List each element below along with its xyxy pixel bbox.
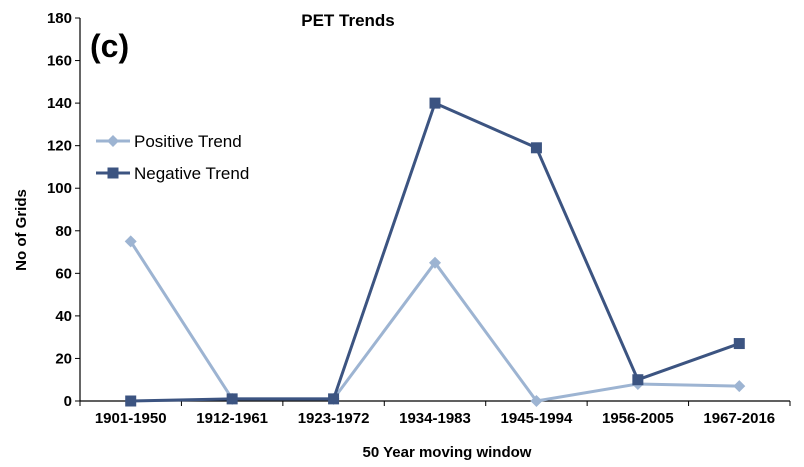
- negative-trend-point: [226, 393, 238, 405]
- x-tick-label: 1945-1994: [501, 410, 573, 427]
- legend-item-negative-trend: Negative Trend: [96, 164, 249, 183]
- positive-trend-point: [124, 235, 137, 248]
- y-axis-ticks: 0 20 40 60 80 100 120 140 160 180: [47, 10, 80, 410]
- negative-trend-point: [429, 97, 441, 109]
- negative-trend-point: [733, 338, 745, 350]
- y-axis-title: No of Grids: [13, 189, 30, 271]
- x-axis-ticks: 1901-1950 1912-1961 1923-1972 1934-1983 1945…: [79, 401, 791, 427]
- x-tick-label: 1956-2005: [602, 410, 674, 427]
- y-tick-label: 160: [47, 53, 72, 70]
- negative-trend-point: [328, 393, 340, 405]
- y-tick-label: 0: [64, 393, 72, 410]
- y-tick-label: 120: [47, 138, 72, 155]
- y-tick-label: 180: [47, 10, 72, 27]
- legend-label: Negative Trend: [134, 164, 249, 183]
- y-tick-label: 100: [47, 180, 72, 197]
- negative-trend-point: [632, 374, 644, 386]
- y-tick-label: 80: [55, 223, 72, 240]
- legend: Positive Trend Negative Trend: [96, 132, 249, 183]
- positive-trend-point: [530, 395, 543, 407]
- y-tick-label: 60: [55, 265, 72, 282]
- series-positive-trend: [124, 235, 746, 407]
- axes: [79, 18, 790, 402]
- y-tick-label: 40: [55, 308, 72, 325]
- x-tick-label: 1934-1983: [399, 410, 471, 427]
- legend-item-positive-trend: Positive Trend: [96, 132, 242, 151]
- series-negative-trend: [125, 97, 745, 407]
- y-tick-label: 140: [47, 95, 72, 112]
- x-tick-label: 1912-1961: [196, 410, 268, 427]
- chart-title: PET Trends: [301, 11, 395, 30]
- x-tick-label: 1967-2016: [703, 410, 775, 427]
- negative-trend-point: [125, 395, 137, 407]
- legend-swatch-marker: [107, 135, 119, 147]
- panel-label: (c): [90, 28, 129, 64]
- positive-trend-point: [429, 256, 441, 269]
- positive-trend-point: [733, 380, 746, 393]
- legend-label: Positive Trend: [134, 132, 242, 151]
- x-tick-label: 1923-1972: [298, 410, 370, 427]
- y-tick-label: 20: [55, 350, 72, 367]
- x-axis-title: 50 Year moving window: [363, 444, 532, 461]
- series-layer: [124, 97, 746, 407]
- x-tick-label: 1901-1950: [95, 410, 167, 427]
- legend-swatch-marker: [107, 167, 119, 179]
- negative-trend-point: [530, 142, 542, 154]
